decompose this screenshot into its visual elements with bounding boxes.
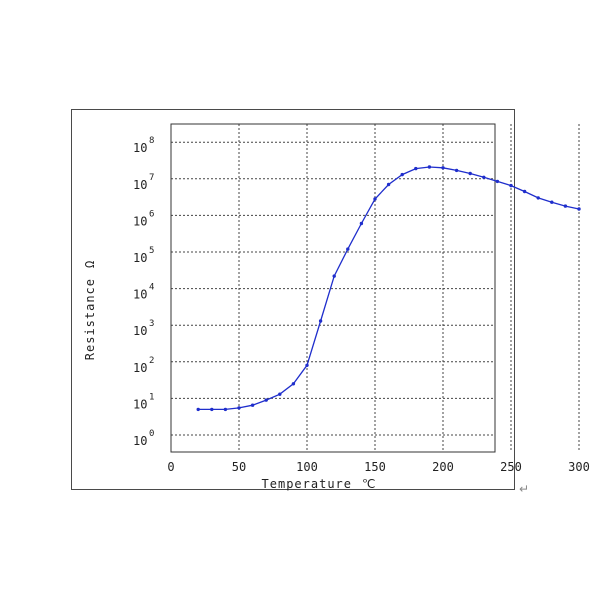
data-point xyxy=(318,319,323,323)
data-point xyxy=(550,200,554,204)
data-point xyxy=(468,171,472,176)
data-point xyxy=(223,407,228,412)
data-point xyxy=(359,221,364,226)
svg-text:10: 10 xyxy=(133,251,147,265)
x-tick-label: 50 xyxy=(232,460,246,474)
data-point xyxy=(278,392,282,396)
data-point xyxy=(346,247,350,251)
svg-text:2: 2 xyxy=(149,356,154,366)
x-tick-label: 250 xyxy=(500,460,522,474)
x-tick-label: 100 xyxy=(296,460,318,474)
x-tick-label: 150 xyxy=(364,460,386,474)
data-point xyxy=(536,196,540,200)
x-tick-label: 300 xyxy=(568,460,590,474)
y-tick-label: 10 3 xyxy=(133,319,154,338)
y-tick-label: 10 6 xyxy=(133,209,154,228)
svg-text:0: 0 xyxy=(149,429,154,439)
data-point xyxy=(210,407,214,412)
data-point xyxy=(264,398,268,402)
svg-text:7: 7 xyxy=(149,173,154,183)
data-point xyxy=(373,197,377,201)
data-point xyxy=(386,182,391,187)
y-tick-label: 10 8 xyxy=(133,136,154,155)
svg-text:10: 10 xyxy=(133,397,147,411)
chart-frame xyxy=(71,109,515,490)
data-point xyxy=(427,165,432,169)
svg-text:10: 10 xyxy=(133,361,147,375)
data-point xyxy=(577,207,581,211)
data-point xyxy=(509,183,513,188)
svg-text:6: 6 xyxy=(149,209,154,219)
y-tick-label: 10 7 xyxy=(133,173,154,192)
x-tick-labels: 050100150200250300350400450 xyxy=(167,460,590,474)
svg-text:5: 5 xyxy=(149,246,154,256)
plot-area-border xyxy=(170,123,496,453)
svg-text:10: 10 xyxy=(133,214,147,228)
grid xyxy=(171,124,580,452)
svg-text:10: 10 xyxy=(133,178,147,192)
data-point xyxy=(454,168,459,173)
svg-text:10: 10 xyxy=(133,141,147,155)
data-point xyxy=(400,172,404,177)
data-point xyxy=(291,382,296,386)
x-axis-label: Temperature ℃ xyxy=(262,477,377,491)
data-point xyxy=(495,179,500,184)
svg-text:10: 10 xyxy=(133,324,147,338)
y-tick-label: 10 1 xyxy=(133,392,154,411)
y-axis-label: ResistanceΩ xyxy=(83,260,97,360)
svg-text:1: 1 xyxy=(149,392,154,402)
data-point xyxy=(482,175,486,179)
svg-text:10: 10 xyxy=(133,288,147,302)
y-tick-label: 10 5 xyxy=(133,246,154,265)
data-point xyxy=(441,166,445,170)
plot-border xyxy=(170,123,496,453)
y-tick-label: 10 2 xyxy=(133,356,154,375)
svg-text:3: 3 xyxy=(149,319,154,329)
x-tick-label: 0 xyxy=(167,460,174,474)
data-point xyxy=(563,204,568,208)
data-point xyxy=(522,189,527,194)
y-tick-label: 10 0 xyxy=(133,429,154,448)
data-series xyxy=(196,165,581,412)
data-point xyxy=(414,166,418,171)
data-point xyxy=(250,403,255,407)
svg-text:10: 10 xyxy=(133,434,147,448)
y-tick-label: 10 4 xyxy=(133,283,154,302)
svg-text:8: 8 xyxy=(149,136,154,146)
x-tick-label: 200 xyxy=(432,460,454,474)
data-point xyxy=(332,274,336,278)
return-mark: ↵ xyxy=(519,482,530,496)
svg-text:4: 4 xyxy=(149,283,154,293)
data-point xyxy=(237,406,241,410)
data-point xyxy=(196,407,200,412)
data-point xyxy=(305,363,309,367)
